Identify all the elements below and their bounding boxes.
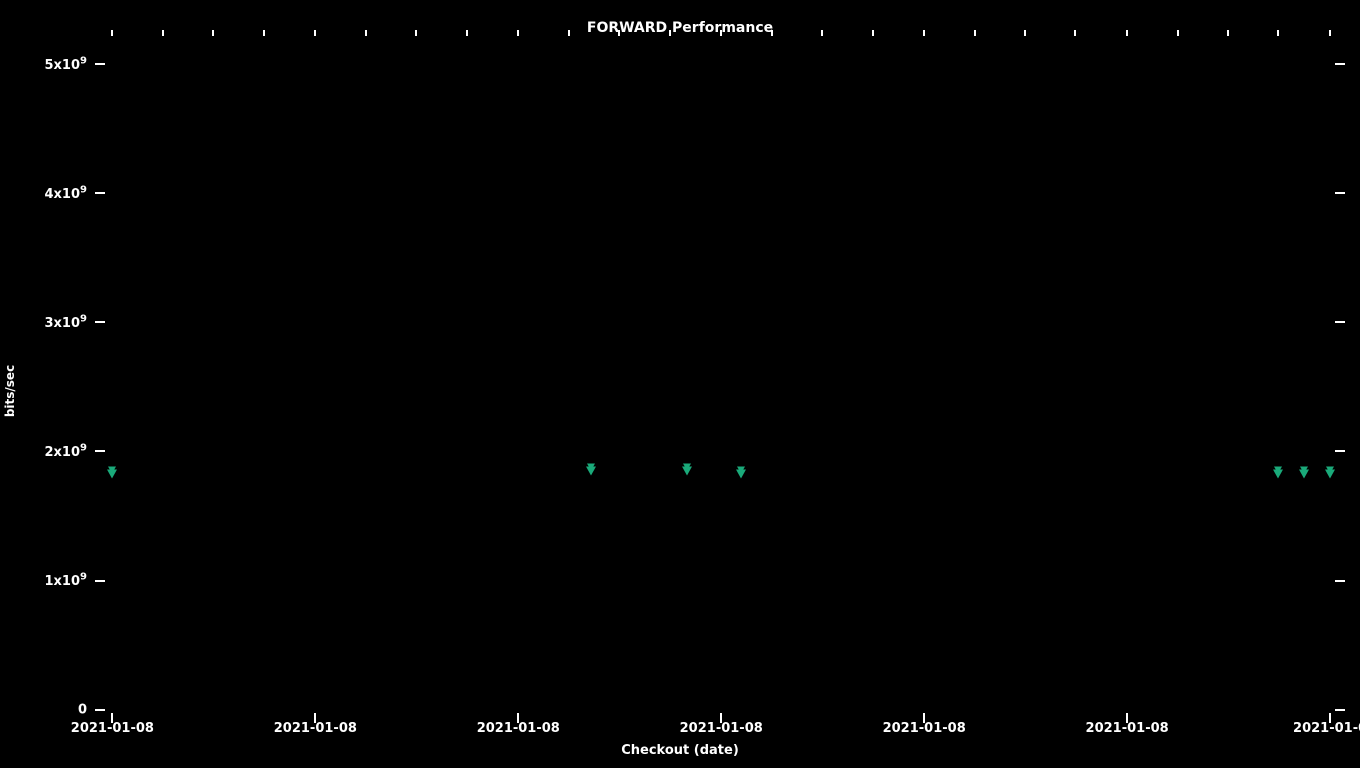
x-tick-label: 2021-01-08 — [71, 721, 154, 736]
y-tick-mark-left — [95, 321, 105, 323]
x-tick-minor — [1329, 30, 1331, 36]
y-tick-mark-left — [95, 63, 105, 65]
x-tick-label: 2021-01-08 — [1086, 721, 1169, 736]
plot-area: 01x1092x1093x1094x1095x1092021-01-082021… — [105, 30, 1335, 713]
y-tick-label: 2x109 — [45, 443, 88, 460]
y-tick-mark-left — [95, 192, 105, 194]
x-tick-label: 2021-01-08 — [680, 721, 763, 736]
y-tick-mark-right — [1335, 450, 1345, 452]
x-axis-label: Checkout (date) — [621, 743, 739, 758]
data-point-marker — [736, 469, 746, 478]
x-tick-minor — [212, 30, 214, 36]
x-tick-minor — [365, 30, 367, 36]
x-tick-minor — [1126, 30, 1128, 36]
y-tick-mark-right — [1335, 192, 1345, 194]
y-tick-mark-right — [1335, 709, 1345, 711]
x-tick-minor — [923, 30, 925, 36]
data-point-marker — [1299, 469, 1309, 478]
x-tick-minor — [314, 30, 316, 36]
x-tick-minor — [771, 30, 773, 36]
data-point-marker — [1273, 469, 1283, 478]
x-tick-minor — [821, 30, 823, 36]
data-point-marker — [107, 469, 117, 478]
data-point-marker — [586, 466, 596, 475]
y-tick-label: 5x109 — [45, 55, 88, 72]
x-tick-label: 2021-01-08 — [883, 721, 966, 736]
x-tick-minor — [1227, 30, 1229, 36]
x-tick-minor — [1177, 30, 1179, 36]
y-axis-label: bits/sec — [3, 365, 17, 417]
y-tick-mark-right — [1335, 321, 1345, 323]
x-tick-minor — [720, 30, 722, 36]
x-tick-label: 2021-01-08 — [477, 721, 560, 736]
y-tick-mark-left — [95, 450, 105, 452]
y-tick-label: 4x109 — [45, 185, 88, 202]
x-tick-minor — [669, 30, 671, 36]
x-tick-minor — [263, 30, 265, 36]
x-tick-minor — [568, 30, 570, 36]
x-tick-minor — [1074, 30, 1076, 36]
y-tick-mark-right — [1335, 63, 1345, 65]
x-tick-minor — [1024, 30, 1026, 36]
y-tick-mark-right — [1335, 580, 1345, 582]
y-tick-label: 0 — [78, 702, 87, 717]
x-tick-label: 2021-01-08 — [274, 721, 357, 736]
x-tick-minor — [466, 30, 468, 36]
x-tick-label: 2021-01-0 — [1293, 721, 1360, 736]
x-tick-minor — [517, 30, 519, 36]
y-tick-label: 3x109 — [45, 314, 88, 331]
x-tick-minor — [1277, 30, 1279, 36]
x-tick-minor — [618, 30, 620, 36]
y-tick-mark-left — [95, 709, 105, 711]
x-tick-minor — [974, 30, 976, 36]
x-tick-minor — [111, 30, 113, 36]
y-tick-mark-left — [95, 580, 105, 582]
x-tick-minor — [415, 30, 417, 36]
data-point-marker — [1325, 469, 1335, 478]
data-point-marker — [682, 466, 692, 475]
x-tick-minor — [162, 30, 164, 36]
x-tick-minor — [872, 30, 874, 36]
y-tick-label: 1x109 — [45, 572, 88, 589]
